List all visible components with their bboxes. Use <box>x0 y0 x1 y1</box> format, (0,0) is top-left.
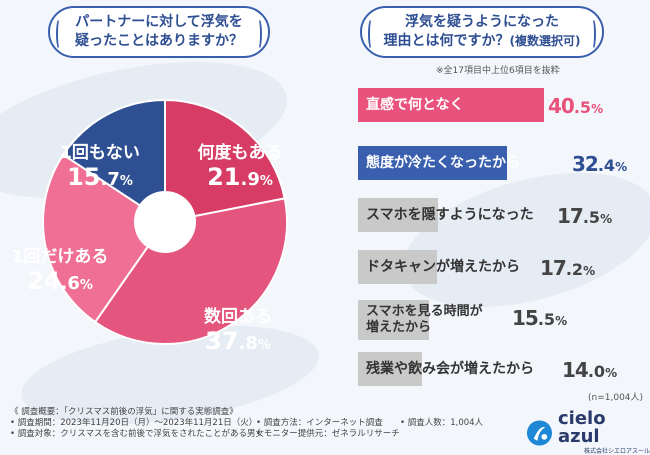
bar-value-5: 15.5% <box>512 306 568 330</box>
question-right-bubble: 浮気を疑うようになった 理由とは何ですか？(複数選択可) <box>360 6 604 58</box>
question-left-line1: パートナーに対して浮気を <box>75 14 243 30</box>
bar-value-3: 17.5% <box>557 204 613 228</box>
bar-value-2: 32.4% <box>572 152 628 176</box>
bar-1 <box>358 88 544 122</box>
donut-label-3: 1回だけある <box>12 247 109 267</box>
bar-value-6: 14.0% <box>562 358 618 382</box>
survey-footer: 《 調査概要：「クリスマス前後の浮気」に関する実態調査》 • 調査期間：2023… <box>10 407 483 440</box>
footer-provider: • モニター提供元：ゼネラルリサーチ <box>256 429 400 439</box>
bar-label-4: ドタキャンが増えたから <box>366 259 520 275</box>
footer-target: • 調査対象：クリスマスを含む前後で浮気をされたことがある男女 <box>10 429 264 439</box>
bar-label-6: 残業や飲み会が増えたから <box>366 361 534 377</box>
brand-corp: 株式会社シエロアスール <box>583 448 650 455</box>
question-right-sub: (複数選択可) <box>509 34 581 48</box>
bar-label-5: スマホを見る時間が 増えたから <box>366 304 483 335</box>
question-right-line1: 浮気を疑うようになった <box>405 14 559 30</box>
donut-value-1: 21.9% <box>207 163 273 191</box>
question-left-line2: 疑ったことはありますか？ <box>75 33 243 49</box>
donut-value-2: 37.8% <box>205 327 271 355</box>
brand-name: cielo azul <box>557 408 606 447</box>
donut-value-3: 24.6% <box>27 267 93 295</box>
donut-value-4: 15.7% <box>67 163 133 191</box>
bar-label-3: スマホを隠すようになった <box>366 207 534 223</box>
donut-slice-2 <box>93 197 288 345</box>
bar-chart-note: ※全17項目中上位6項目を抜粋 <box>436 66 560 76</box>
bar-6 <box>358 352 422 386</box>
bar-5 <box>358 300 429 340</box>
donut-label-2: 数回ある <box>204 306 272 327</box>
donut-label-4: 1回もない <box>60 143 140 163</box>
footer-method: • 調査方法：インターネット調査 <box>256 418 383 428</box>
cielo-azul-logo-icon <box>526 419 553 446</box>
bar-2 <box>358 146 507 180</box>
question-right-line2: 理由とは何ですか？ <box>383 33 510 49</box>
brand-logo: cielo azul 株式会社シエロアスール <box>526 410 650 455</box>
question-left-bubble: パートナーに対して浮気を 疑ったことはありますか？ <box>48 6 270 58</box>
bar-4 <box>358 250 437 284</box>
bar-value-1: 40.5% <box>548 94 604 118</box>
footer-overview: 《 調査概要：「クリスマス前後の浮気」に関する実態調査》 <box>10 407 238 417</box>
footer-count: • 調査人数：1,004人 <box>400 418 484 428</box>
donut-hole <box>135 192 195 252</box>
sample-size-note: (n=1,004人) <box>588 393 644 403</box>
footer-period: • 調査期間：2023年11月20日（月）〜2023年11月21日（火） <box>10 418 258 428</box>
bar-3 <box>358 198 438 232</box>
bar-value-4: 17.2% <box>540 256 596 280</box>
bar-label-1: 直感で何となく <box>366 97 464 113</box>
bar-label-2: 態度が冷たくなったから <box>366 155 520 171</box>
donut-label-1: 何度もある <box>198 142 283 163</box>
